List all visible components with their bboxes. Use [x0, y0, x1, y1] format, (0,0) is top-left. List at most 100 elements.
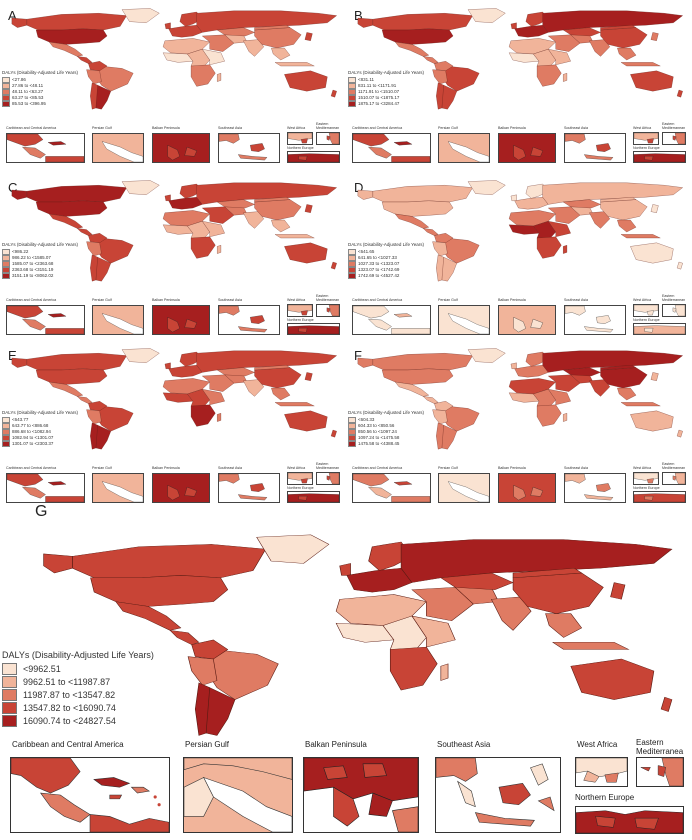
inset-northeurope: [633, 491, 686, 503]
inset-title-northeurope: Northern Europe: [633, 318, 660, 322]
inset-map-westafrica: [288, 305, 312, 316]
world-map-b: [357, 8, 683, 110]
region-india: [589, 379, 611, 397]
legend-row-g-1: 9962.51 to <11987.87: [2, 675, 154, 688]
legend-label: <9962.51: [23, 663, 61, 674]
legend-label: 1171.91 to <1510.07: [358, 89, 400, 94]
region-uk: [510, 194, 517, 201]
legend-row-g-3: 13547.82 to <16090.74: [2, 701, 154, 714]
region-casia: [216, 27, 255, 37]
legend-swatch: [2, 273, 10, 279]
region-usa: [381, 368, 454, 385]
inset-map-balkan: [499, 134, 555, 162]
inset-title-persian: Persian Gulf: [438, 466, 458, 470]
region-mexico: [394, 381, 430, 397]
inset-title-balkan: Balkan Peninsula: [498, 298, 526, 302]
inset-title-caribbean: Caribbean and Central America: [6, 126, 57, 130]
inset-map-westafrica: [288, 473, 312, 484]
region-safrica: [536, 404, 562, 427]
legend-title-f: DALYs (Disability-Adjusted Life Years): [348, 410, 424, 415]
legend-label: 641.65 to <1027.33: [358, 255, 397, 260]
region-australia: [630, 242, 674, 264]
region-chile: [194, 682, 211, 736]
region-safrica: [190, 236, 216, 259]
legend-row-g-0: <9962.51: [2, 662, 154, 675]
region-seasia: [617, 47, 637, 61]
region-europe: [514, 365, 549, 378]
legend-swatch: [2, 675, 17, 688]
legend-label: 1510.07 to <1875.17: [358, 95, 400, 100]
inset-eastmed: [662, 472, 686, 485]
legend-swatch: [348, 267, 356, 273]
region-greenland: [121, 180, 160, 195]
region-usa: [35, 28, 108, 45]
region-canada: [26, 353, 127, 371]
region-chile: [436, 422, 444, 450]
region-peru: [187, 656, 218, 686]
region-australia: [630, 410, 674, 432]
world-map-e: [11, 348, 337, 450]
region-japan: [650, 372, 659, 381]
legend-label: 986.22 to <1585.07: [12, 255, 51, 260]
region-madagascar: [217, 413, 222, 422]
region-camerica: [76, 56, 93, 64]
legend-row: 1323.07 to <1742.69: [348, 267, 424, 273]
legend-g: DALYs (Disability-Adjusted Life Years) <…: [2, 650, 154, 727]
legend-row-g-2: 11987.87 to <13547.82: [2, 688, 154, 701]
panel-letter-e: E: [8, 348, 17, 363]
legend-label: 1585.07 to <2363.68: [12, 261, 54, 266]
inset-map-caribbean: [7, 306, 84, 334]
inset-map-westafrica-g: [576, 758, 627, 786]
region-usa: [35, 200, 108, 217]
inset-map-eastmed: [663, 305, 685, 316]
region-camerica: [422, 228, 439, 236]
legend-e: DALYs (Disability-Adjusted Life Years) <…: [2, 410, 78, 447]
inset-caribbean: [6, 133, 85, 163]
panel-letter-f: F: [354, 348, 362, 363]
legend-label: 1475.58 to <4388.45: [358, 441, 400, 446]
region-india: [243, 379, 265, 397]
inset-map-northeurope: [634, 324, 685, 334]
inset-balkan: [498, 305, 556, 335]
inset-title-westafrica: West Africa: [633, 298, 652, 302]
legend-swatch: [2, 255, 10, 261]
legend-row: 27.86 to <48.11: [2, 83, 78, 89]
inset-westafrica-g: [575, 757, 628, 787]
region-casia: [216, 199, 255, 209]
legend-swatch: [2, 662, 17, 675]
region-europe: [168, 197, 203, 210]
legend-label: 9962.51 to <11987.87: [23, 676, 111, 687]
inset-title-balkan: Balkan Peninsula: [498, 126, 526, 130]
legend-swatch: [348, 101, 356, 107]
panel-c: C DALYs (Disability-Adjusted Life Years)…: [0, 172, 346, 342]
legend-label: 1097.24 to <1475.58: [358, 435, 400, 440]
inset-title-northeurope: Northern Europe: [287, 486, 314, 490]
legend-swatch: [2, 261, 10, 267]
inset-westafrica: [287, 132, 313, 145]
region-mexico: [48, 381, 84, 397]
region-china: [512, 572, 604, 614]
region-china: [600, 27, 648, 49]
region-uk: [339, 563, 351, 576]
legend-title-e: DALYs (Disability-Adjusted Life Years): [2, 410, 78, 415]
region-china: [254, 367, 302, 389]
inset-map-persian-g: [184, 758, 292, 832]
inset-title-northeurope: Northern Europe: [633, 486, 660, 490]
region-colombia: [434, 61, 454, 71]
inset-title-caribbean-g: Caribbean and Central America: [12, 740, 124, 749]
world-map-d: [357, 180, 683, 282]
region-india: [490, 596, 532, 631]
inset-map-northeurope: [634, 152, 685, 162]
region-mongolia: [254, 365, 291, 371]
region-alaska: [357, 189, 373, 200]
inset-title-westafrica-g: West Africa: [577, 740, 618, 749]
region-russia: [542, 182, 683, 205]
region-canada: [372, 353, 473, 371]
region-russia: [196, 182, 337, 205]
inset-title-caribbean: Caribbean and Central America: [352, 126, 403, 130]
inset-seasia: [218, 473, 280, 503]
region-greenland: [121, 8, 160, 23]
legend-label: 27.86 to <48.11: [12, 83, 44, 88]
panel-e: E DALYs (Disability-Adjusted Life Years)…: [0, 340, 346, 510]
inset-caribbean: [352, 305, 431, 335]
